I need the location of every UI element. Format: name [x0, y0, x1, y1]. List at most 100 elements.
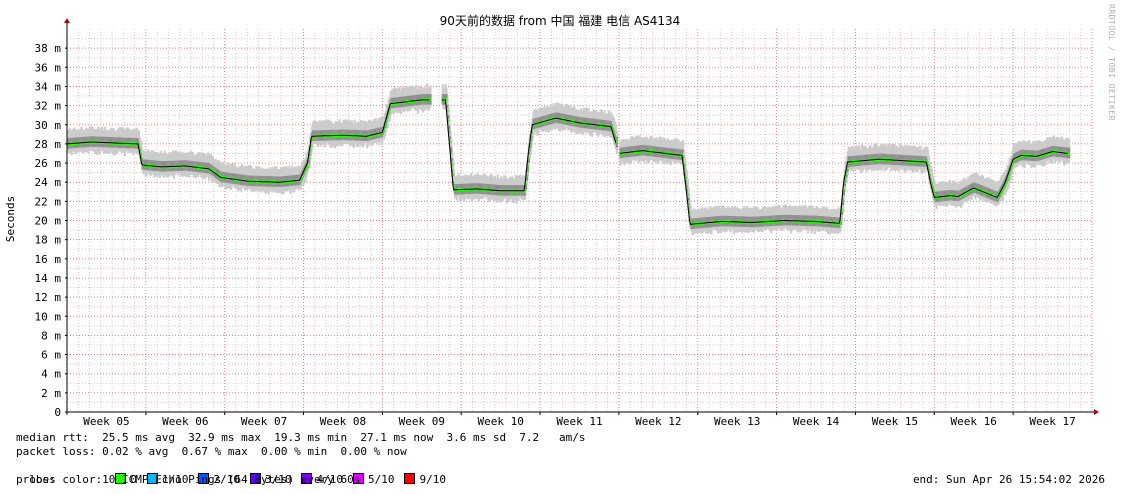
median-point: [1030, 154, 1033, 157]
median-point: [846, 166, 849, 169]
chart-axes: [64, 18, 1099, 415]
median-point: [978, 187, 981, 190]
median-point: [317, 134, 320, 137]
median-point: [172, 165, 176, 168]
loss-color-text: 2/10: [213, 473, 240, 486]
median-point: [411, 100, 414, 103]
median-point: [199, 165, 202, 168]
median-point: [139, 152, 143, 155]
chart-title: 90天前的数据 from 中国 福建 电信 AS4134: [440, 13, 681, 28]
median-point: [138, 148, 142, 151]
median-point: [701, 222, 705, 225]
median-point: [308, 156, 311, 159]
median-point: [834, 222, 837, 225]
median-point: [80, 142, 83, 145]
loss-color-text: 9/10: [419, 473, 446, 486]
median-point: [421, 99, 425, 102]
median-point: [455, 189, 459, 192]
median-point: [1042, 154, 1045, 157]
loss-color-item: 4/10: [301, 473, 343, 487]
median-point: [688, 211, 691, 214]
median-point: [620, 153, 623, 156]
median-point: [1029, 155, 1032, 158]
median-point: [615, 141, 618, 144]
median-point: [1050, 152, 1053, 155]
median-point: [519, 189, 522, 192]
median-point: [356, 134, 359, 137]
median-point: [290, 179, 293, 182]
x-tick-label: Week 16: [951, 415, 997, 428]
median-point: [523, 190, 526, 193]
median-point: [302, 171, 305, 174]
median-point: [450, 151, 453, 154]
median-point: [307, 163, 310, 166]
median-point: [1005, 181, 1008, 184]
median-line-segment: [619, 150, 1069, 225]
median-point: [1007, 174, 1010, 177]
loss-color-swatch: [198, 473, 210, 484]
median-rtt-stats: median rtt: 25.5 ms avg 32.9 ms max 19.3…: [16, 431, 586, 444]
median-point: [672, 152, 675, 155]
median-point: [644, 149, 647, 152]
median-point: [934, 197, 937, 200]
y-tick-label: 10 m: [35, 310, 62, 323]
x-tick-label: Week 15: [872, 415, 918, 428]
median-point: [1008, 171, 1011, 174]
x-axis-arrow: [1094, 409, 1099, 415]
median-point: [224, 176, 227, 179]
median-point: [397, 102, 400, 105]
median-point: [1011, 164, 1014, 167]
median-point: [646, 149, 650, 152]
median-point: [1052, 150, 1056, 153]
median-point: [998, 193, 1002, 196]
median-point: [406, 99, 409, 102]
median-point: [781, 220, 784, 223]
median-point: [633, 151, 636, 154]
median-point: [868, 158, 871, 161]
x-tick-label: Week 08: [320, 415, 366, 428]
median-point: [822, 220, 826, 223]
median-point: [648, 149, 652, 152]
median-point: [1010, 166, 1013, 169]
median-point: [1004, 182, 1007, 185]
loss-color-item: 9/10: [404, 473, 446, 487]
median-point: [960, 195, 963, 198]
median-point: [414, 99, 417, 102]
median-point: [953, 194, 956, 197]
loss-color-item: 2/10: [198, 473, 240, 487]
y-tick-label: 6 m: [41, 349, 61, 362]
median-point: [560, 117, 564, 120]
y-tick-label: 36 m: [35, 61, 62, 74]
median-point: [923, 160, 926, 163]
median-point: [171, 166, 174, 169]
median-point: [413, 100, 416, 103]
x-tick-label: Week 06: [162, 415, 208, 428]
median-point: [525, 174, 529, 177]
median-point: [222, 175, 225, 178]
median-point: [211, 169, 214, 172]
median-point: [689, 219, 692, 222]
median-point: [213, 170, 216, 173]
median-point: [448, 130, 451, 133]
median-point: [395, 102, 398, 105]
median-point: [267, 180, 270, 183]
median-point: [273, 181, 276, 184]
median-point: [764, 221, 767, 224]
loss-color-legend: loss color: 0 1/10 2/10 3/10 4/10 5/10 9/10: [16, 459, 456, 487]
median-point: [712, 220, 715, 223]
median-point: [383, 128, 386, 131]
median-point: [611, 125, 614, 128]
median-point: [303, 169, 306, 172]
median-point: [964, 192, 968, 195]
median-point: [452, 173, 455, 176]
median-point: [219, 175, 222, 178]
median-point: [758, 221, 761, 224]
median-point: [926, 160, 929, 163]
loss-color-swatch: [115, 473, 127, 484]
median-point: [526, 166, 530, 169]
x-tick-label: Week 11: [556, 415, 602, 428]
median-point: [929, 178, 933, 181]
median-point: [948, 193, 952, 196]
loss-color-text: 3/10: [264, 473, 292, 486]
median-point: [763, 219, 766, 222]
